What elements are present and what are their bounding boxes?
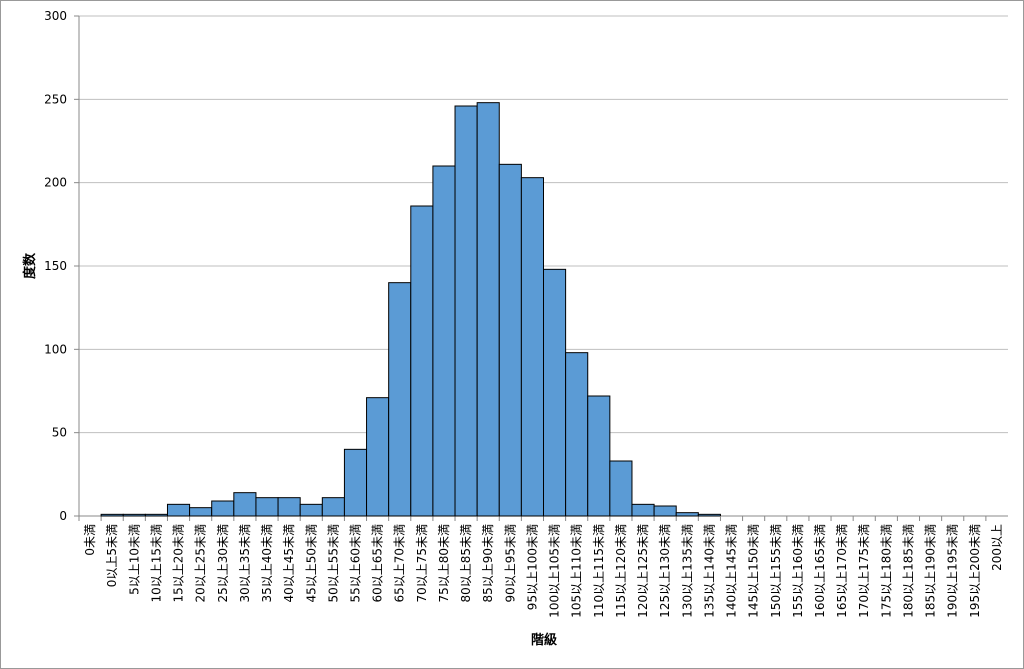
x-tick-label: 105以上110未満	[570, 524, 584, 618]
bar	[609, 460, 633, 517]
bar	[410, 205, 434, 517]
x-tick-label: 35以上40未満	[260, 524, 274, 603]
bar	[498, 163, 522, 517]
bar	[100, 513, 124, 517]
x-tick-label: 55以上60未満	[348, 524, 362, 603]
y-tick-label: 0	[59, 509, 67, 523]
x-tick-label: 170以上175未満	[857, 524, 871, 618]
bar	[675, 512, 699, 517]
bar	[277, 497, 301, 517]
bar	[653, 505, 677, 517]
x-tick-label: 180以上185未満	[901, 524, 915, 618]
x-tick-label: 10以上15未満	[149, 524, 163, 603]
x-tick-label: 150以上155未満	[769, 524, 783, 618]
bar	[543, 268, 567, 517]
x-tick-label: 25以上30未満	[216, 524, 230, 603]
x-tick-label: 195以上200未満	[968, 524, 982, 618]
x-tick-label: 200以上	[990, 524, 1004, 571]
x-tick-label: 145以上150未満	[747, 524, 761, 618]
x-tick-label: 140以上145未満	[725, 524, 739, 618]
x-tick-label: 0未満	[83, 524, 97, 556]
bar	[476, 102, 500, 517]
bar	[520, 177, 545, 517]
x-tick-label: 95以上100未満	[525, 524, 539, 610]
bar	[697, 513, 721, 517]
bar	[255, 497, 279, 517]
bar	[587, 395, 611, 517]
bar	[631, 503, 655, 517]
x-tick-label: 190以上195未満	[946, 524, 960, 618]
x-tick-label: 60以上65未満	[371, 524, 385, 603]
x-tick-label: 160以上165未満	[813, 524, 827, 618]
y-tick-label: 250	[44, 92, 67, 106]
x-tick-label: 130以上135未満	[680, 524, 694, 618]
bar	[343, 448, 368, 517]
bar	[366, 397, 390, 517]
x-tick-label: 125以上130未満	[658, 524, 672, 618]
x-tick-label: 0以上5未満	[105, 524, 119, 587]
y-tick-label: 100	[44, 342, 67, 356]
bar	[189, 507, 213, 517]
x-tick-label: 185以上190未満	[924, 524, 938, 618]
x-tick-label: 50以上55未満	[326, 524, 340, 603]
x-tick-label: 20以上25未満	[194, 524, 208, 603]
y-tick-label: 300	[44, 9, 67, 23]
x-tick-label: 75以上80未満	[437, 524, 451, 603]
x-tick-label: 90以上95未満	[503, 524, 517, 603]
x-tick-label: 155以上160未満	[791, 524, 805, 618]
bar	[211, 500, 235, 517]
bar	[144, 513, 168, 517]
x-tick-label: 15以上20未満	[172, 524, 186, 603]
y-tick-label: 50	[52, 426, 67, 440]
x-tick-label: 135以上140未満	[702, 524, 716, 618]
x-axis-label: 階級	[531, 632, 557, 648]
x-tick-label: 80以上85未満	[459, 524, 473, 603]
bar	[321, 497, 345, 517]
x-tick-label: 165以上170未満	[835, 524, 849, 618]
bar	[454, 105, 478, 517]
x-tick-label: 120以上125未満	[636, 524, 650, 618]
bar	[388, 282, 412, 517]
bar	[565, 352, 589, 517]
x-tick-label: 85以上90未満	[481, 524, 495, 603]
bar	[432, 165, 456, 517]
y-axis-label: 度数	[22, 252, 38, 279]
x-tick-label: 70以上75未満	[415, 524, 429, 603]
x-tick-label: 5以上10未満	[127, 524, 141, 595]
x-tick-label: 45以上50未満	[304, 524, 318, 603]
bar	[122, 513, 146, 517]
y-tick-label: 150	[44, 259, 67, 273]
bar	[233, 492, 257, 517]
x-tick-label: 115以上120未満	[614, 524, 628, 618]
y-tick-label: 200	[44, 176, 67, 190]
x-tick-label: 40以上45未満	[282, 524, 296, 603]
x-tick-label: 100以上105未満	[548, 524, 562, 618]
x-tick-label: 30以上35未満	[238, 524, 252, 603]
bar	[299, 503, 323, 517]
x-tick-label: 175以上180未満	[879, 524, 893, 618]
bar	[166, 503, 191, 517]
x-tick-label: 110以上115未満	[592, 524, 606, 618]
x-tick-label: 65以上70未満	[393, 524, 407, 603]
